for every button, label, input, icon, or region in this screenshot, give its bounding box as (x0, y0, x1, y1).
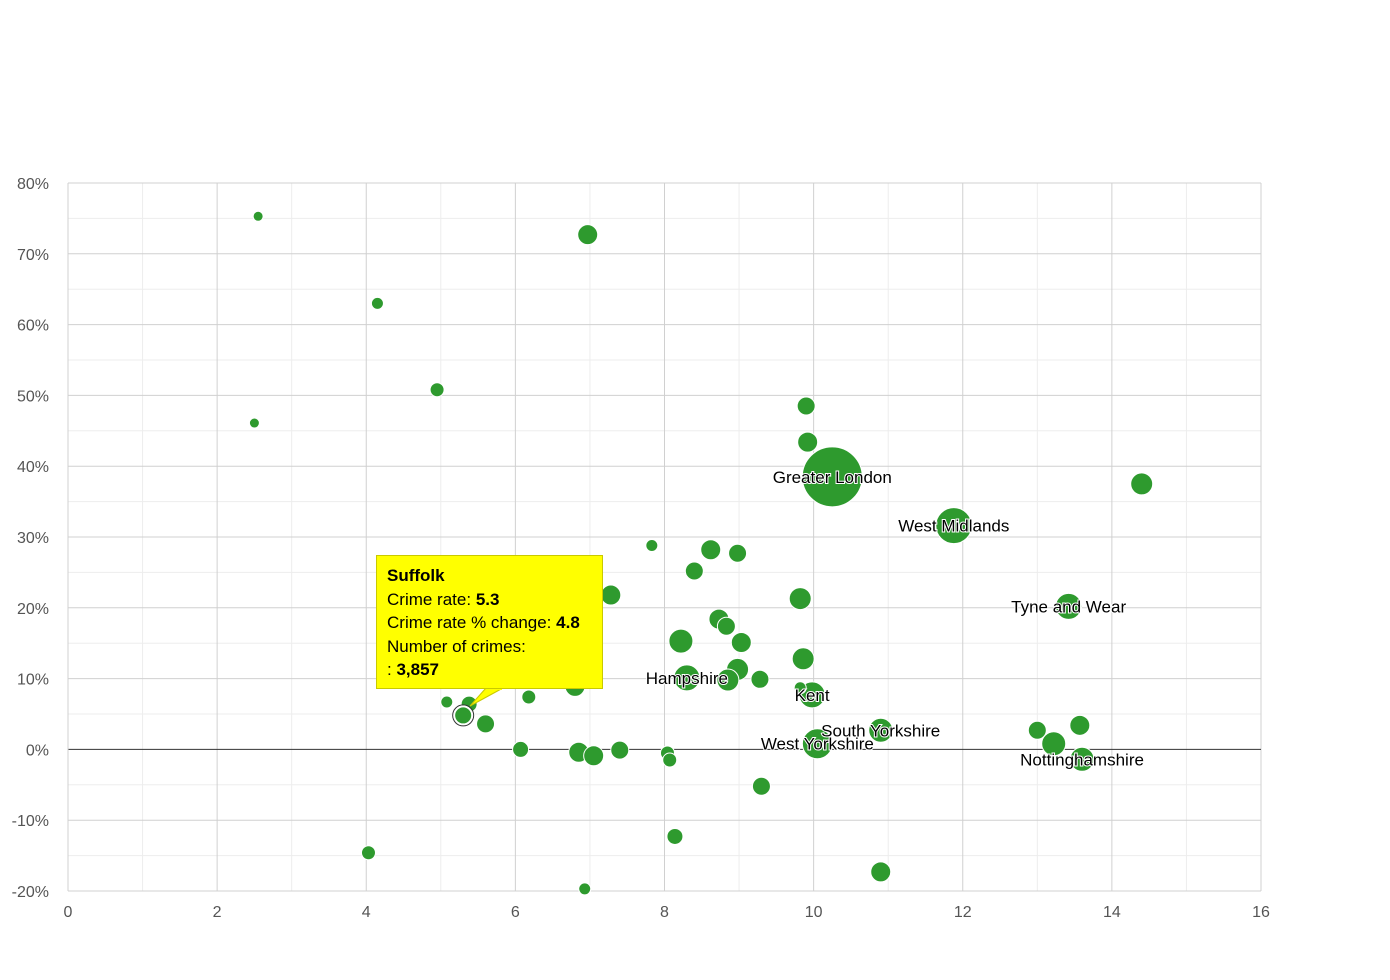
bubble-point (476, 714, 496, 734)
bubble-point (577, 224, 599, 246)
bubble-point (645, 538, 659, 552)
x-tick-label: 4 (362, 904, 371, 921)
bubble-point (668, 628, 694, 654)
bubble-point (728, 543, 748, 563)
bubble-point (248, 417, 260, 429)
bubble-point (793, 681, 807, 695)
bubble-south-yorkshire (868, 717, 894, 743)
bubble-point (578, 882, 592, 896)
tooltip-rate-value: 5.3 (475, 589, 500, 609)
bubble-point (716, 668, 740, 692)
bubble-greater-london (801, 446, 863, 508)
bubble-suffolk (453, 705, 474, 726)
tooltip-crimes-value: 3,857 (396, 660, 440, 679)
tooltip-pointer (469, 686, 504, 707)
bubble-point (797, 431, 819, 453)
bubble-point (870, 861, 892, 883)
tooltip-rate-label: Crime rate: (387, 589, 472, 609)
bubble-point (252, 210, 264, 222)
x-tick-label: 16 (1252, 904, 1270, 921)
bubble-west-midlands (935, 507, 973, 545)
x-tick-label: 14 (1103, 904, 1121, 921)
tooltip-suffolk: Suffolk Crime rate: 5.3 Crime rate % cha… (376, 555, 603, 689)
tooltip-crimes-row: : 3,857 (387, 658, 592, 682)
bubble-nottinghamshire (1069, 746, 1095, 772)
x-tick-label: 2 (213, 904, 222, 921)
y-tick-label: 0% (26, 742, 49, 759)
x-tick-label: 12 (954, 904, 972, 921)
tooltip-rate-row: Crime rate: 5.3 (387, 588, 592, 612)
bubble-highlight-ring (452, 704, 475, 727)
bubble-point (730, 631, 752, 653)
y-tick-label: 80% (17, 176, 49, 193)
bubble-point (360, 845, 376, 861)
bubble-point (512, 740, 530, 758)
tooltip-crimes-label: Number of crimes: (387, 636, 526, 656)
x-tick-label: 0 (64, 904, 73, 921)
y-tick-label: 20% (17, 601, 49, 618)
y-tick-label: 60% (17, 318, 49, 335)
tooltip-change-label: Crime rate % change: (387, 613, 552, 632)
tooltip-change-row: Crime rate % change: 4.8 (387, 611, 592, 635)
bubble-point (429, 382, 445, 398)
bubble-point (716, 616, 736, 636)
bubble-west-yorkshire (801, 728, 833, 760)
bubble-point (610, 740, 630, 760)
bubble-label-south-yorkshire: South Yorkshire (821, 721, 940, 740)
bubble-point (751, 776, 771, 796)
y-tick-label: 70% (17, 247, 49, 264)
bubble-point (521, 689, 537, 705)
grid (67, 182, 1262, 892)
bubble-point (700, 539, 722, 561)
bubble-point (662, 752, 678, 768)
bubble-point (796, 396, 816, 416)
bubble-point (1069, 714, 1091, 736)
y-tick-label: 40% (17, 459, 49, 476)
bubble-hampshire (673, 664, 701, 692)
bubble-point (583, 745, 605, 767)
bubble-tyne-and-wear (1055, 592, 1083, 620)
bubble-point (750, 669, 770, 689)
x-tick-label: 10 (805, 904, 823, 921)
bubble-point (788, 587, 812, 611)
bubble-label-tyne-and-wear: Tyne and Wear (1011, 597, 1126, 616)
bubble-point (600, 584, 622, 606)
bubble-point (666, 827, 684, 845)
bubble-label-greater-london: Greater London (773, 468, 892, 487)
bubbles (248, 210, 1154, 896)
bubble-label-kent: Kent (795, 686, 830, 705)
tooltip-change-value: 4.8 (556, 613, 580, 632)
bubble-point (1130, 472, 1154, 496)
bubble-point (684, 561, 704, 581)
y-tick-label: 50% (17, 388, 49, 405)
y-tick-label: 10% (17, 672, 49, 689)
y-tick-label: -20% (12, 884, 49, 901)
bubble-point (791, 647, 815, 671)
tooltip-title: Suffolk (387, 566, 445, 585)
bubble-label-hampshire: Hampshire (646, 669, 728, 688)
bubble-label-nottinghamshire: Nottinghamshire (1020, 750, 1144, 769)
tooltip-crimes-prefix: : (387, 660, 392, 679)
bubble-point (370, 296, 384, 310)
bubble-label-west-midlands: West Midlands (898, 517, 1009, 536)
bubble-label-west-yorkshire: West Yorkshire (761, 735, 874, 754)
bubble-point (1041, 731, 1067, 757)
x-tick-label: 8 (660, 904, 669, 921)
bubble-labels: Greater London West Midlands Tyne and Wear… (645, 467, 1145, 770)
bubble-point (1027, 720, 1047, 740)
y-tick-label: -10% (12, 813, 49, 830)
y-tick-label: 30% (17, 530, 49, 547)
x-tick-label: 6 (511, 904, 520, 921)
axes: 0 2 4 6 8 10 12 14 16 -20% -10% 0% 10% 20% 30% 40% 50% 60… (12, 176, 1270, 921)
bubble-point (440, 695, 454, 709)
